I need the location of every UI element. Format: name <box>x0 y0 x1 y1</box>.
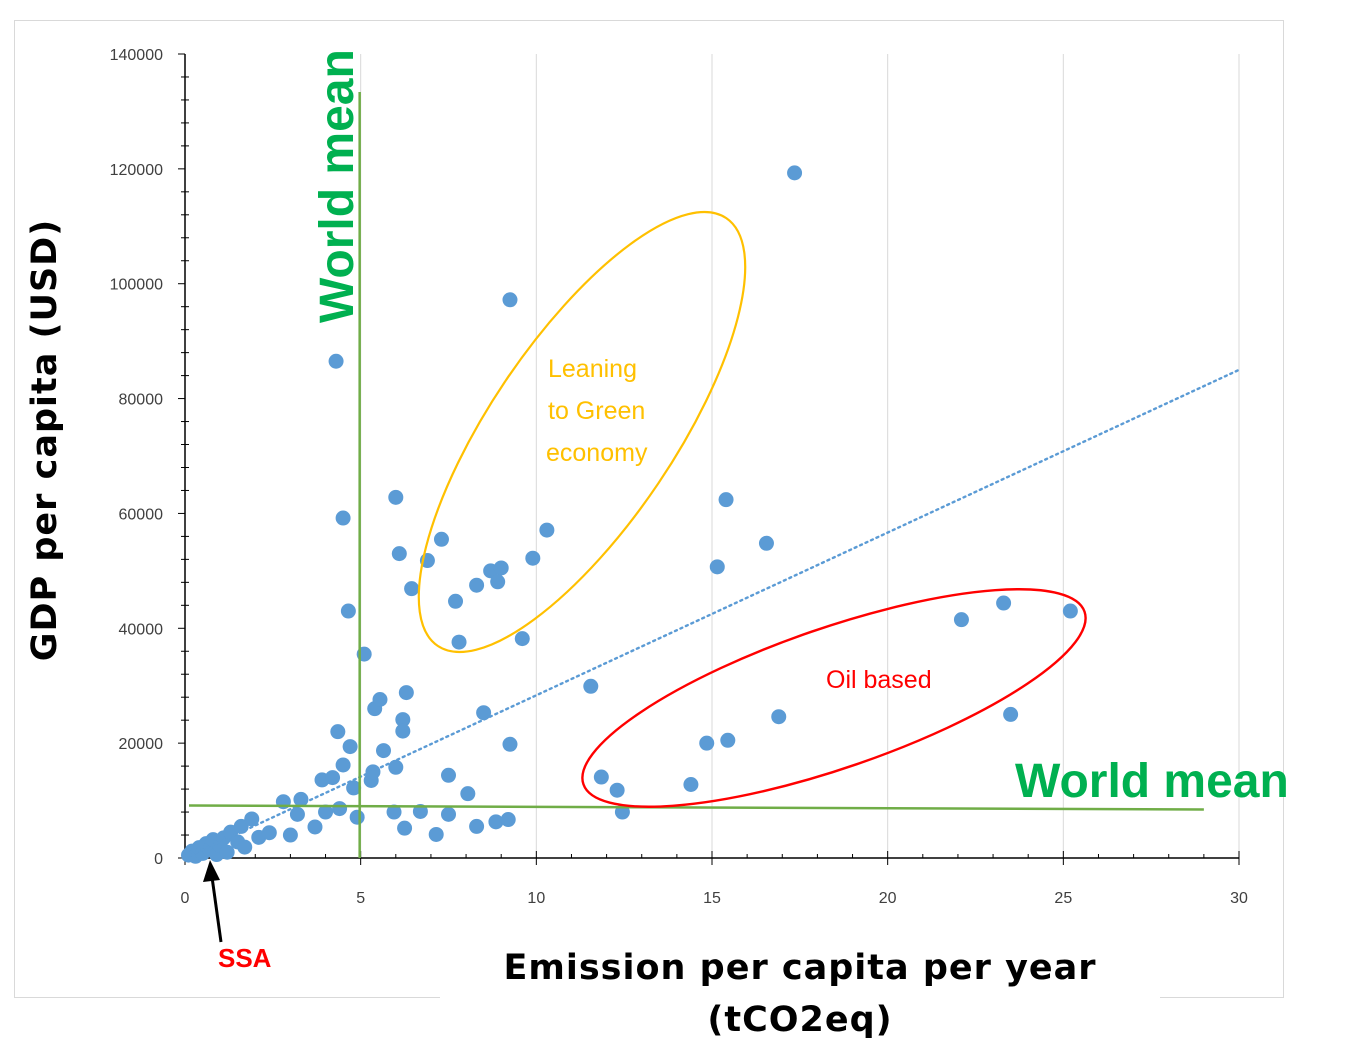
data-point <box>539 522 555 538</box>
data-point <box>469 577 485 593</box>
y-tick-label: 120000 <box>110 162 163 179</box>
data-point <box>433 531 449 547</box>
y-tick-label: 140000 <box>110 47 163 64</box>
data-point <box>332 801 348 817</box>
data-point <box>330 724 346 740</box>
y-tick-label: 20000 <box>119 736 164 753</box>
data-point <box>476 705 492 721</box>
x-tick-label: 30 <box>1230 890 1248 907</box>
green-economy-label-line2: to Green <box>548 397 645 425</box>
world-mean-lines <box>188 92 1204 858</box>
data-point <box>583 678 599 694</box>
data-point <box>953 612 969 628</box>
data-point <box>386 804 402 820</box>
data-point <box>758 535 774 551</box>
data-point <box>388 489 404 505</box>
data-point <box>469 818 485 834</box>
data-point <box>996 595 1012 611</box>
ssa-arrow-head <box>203 860 220 882</box>
ssa-label: SSA <box>218 943 272 973</box>
data-point <box>404 581 420 597</box>
y-tick-label: 100000 <box>110 277 163 294</box>
x-tick-label: 0 <box>181 890 190 907</box>
data-point <box>342 739 358 755</box>
data-point <box>412 803 428 819</box>
data-point <box>441 767 456 783</box>
y-axis-title: GDP per capita (USD) <box>25 218 65 662</box>
data-point <box>237 839 253 855</box>
ssa-arrow-shaft <box>210 876 223 943</box>
data-point <box>490 574 506 590</box>
data-point <box>395 712 411 728</box>
data-point <box>372 691 388 707</box>
data-point <box>289 806 305 822</box>
oil-based-ellipse <box>581 588 1087 808</box>
data-point <box>219 844 235 860</box>
data-point <box>1062 603 1078 619</box>
data-point <box>709 559 725 575</box>
data-point <box>771 709 787 725</box>
data-point <box>502 292 518 308</box>
data-point <box>376 743 392 759</box>
data-point <box>346 780 362 796</box>
world-mean-horizontal-line <box>188 804 1204 811</box>
data-point <box>349 809 365 825</box>
x-tick-labels: 0 5 10 15 20 25 30 <box>181 890 1248 907</box>
x-axis-title: Emission per capita per year (tCO2eq) <box>440 942 1160 1046</box>
data-point <box>244 811 260 827</box>
data-point <box>441 806 456 822</box>
data-point <box>720 732 736 748</box>
data-point <box>609 782 625 798</box>
data-point <box>318 804 334 820</box>
data-point <box>593 769 609 785</box>
data-point <box>328 353 344 369</box>
x-tick-label: 5 <box>356 890 365 907</box>
data-point <box>525 550 541 566</box>
x-tick-label: 25 <box>1054 890 1072 907</box>
y-tick-label: 80000 <box>119 392 164 409</box>
data-point <box>340 603 356 619</box>
data-point <box>699 735 715 751</box>
data-point <box>261 825 277 841</box>
data-point <box>335 757 351 773</box>
y-tick-label: 0 <box>154 851 163 868</box>
data-point <box>460 786 476 802</box>
data-point <box>388 759 404 775</box>
data-point <box>282 827 298 843</box>
data-point <box>397 820 413 836</box>
data-point <box>514 631 530 647</box>
data-point <box>787 165 803 181</box>
world-mean-vertical-label: World mean <box>311 49 364 323</box>
x-tick-label: 20 <box>879 890 897 907</box>
x-tick-label: 15 <box>703 890 721 907</box>
data-point <box>683 776 699 792</box>
green-economy-ellipse <box>417 210 747 654</box>
data-point <box>428 826 444 842</box>
data-point <box>395 723 411 739</box>
data-point <box>325 770 341 786</box>
data-point <box>398 685 414 701</box>
data-point <box>500 812 516 828</box>
green-economy-label-line1: Leaning <box>548 355 637 383</box>
x-tick-label: 10 <box>527 890 545 907</box>
data-point <box>451 634 467 650</box>
data-points <box>181 165 1078 864</box>
data-point <box>448 593 464 609</box>
data-point <box>718 492 734 508</box>
green-economy-label-line3: economy <box>546 439 648 467</box>
data-point <box>502 736 518 752</box>
world-mean-horizontal-label: World mean <box>1015 755 1289 808</box>
data-point <box>335 510 351 526</box>
data-point <box>307 819 323 835</box>
y-tick-labels: 0 20000 40000 60000 80000 100000 120000 140000 <box>110 47 163 868</box>
y-tick-label: 40000 <box>119 621 164 638</box>
data-point <box>488 814 504 830</box>
oil-based-label: Oil based <box>826 666 932 694</box>
y-tick-label: 60000 <box>119 506 164 523</box>
data-point <box>493 560 509 576</box>
data-point <box>1003 706 1019 722</box>
data-point <box>391 546 407 562</box>
